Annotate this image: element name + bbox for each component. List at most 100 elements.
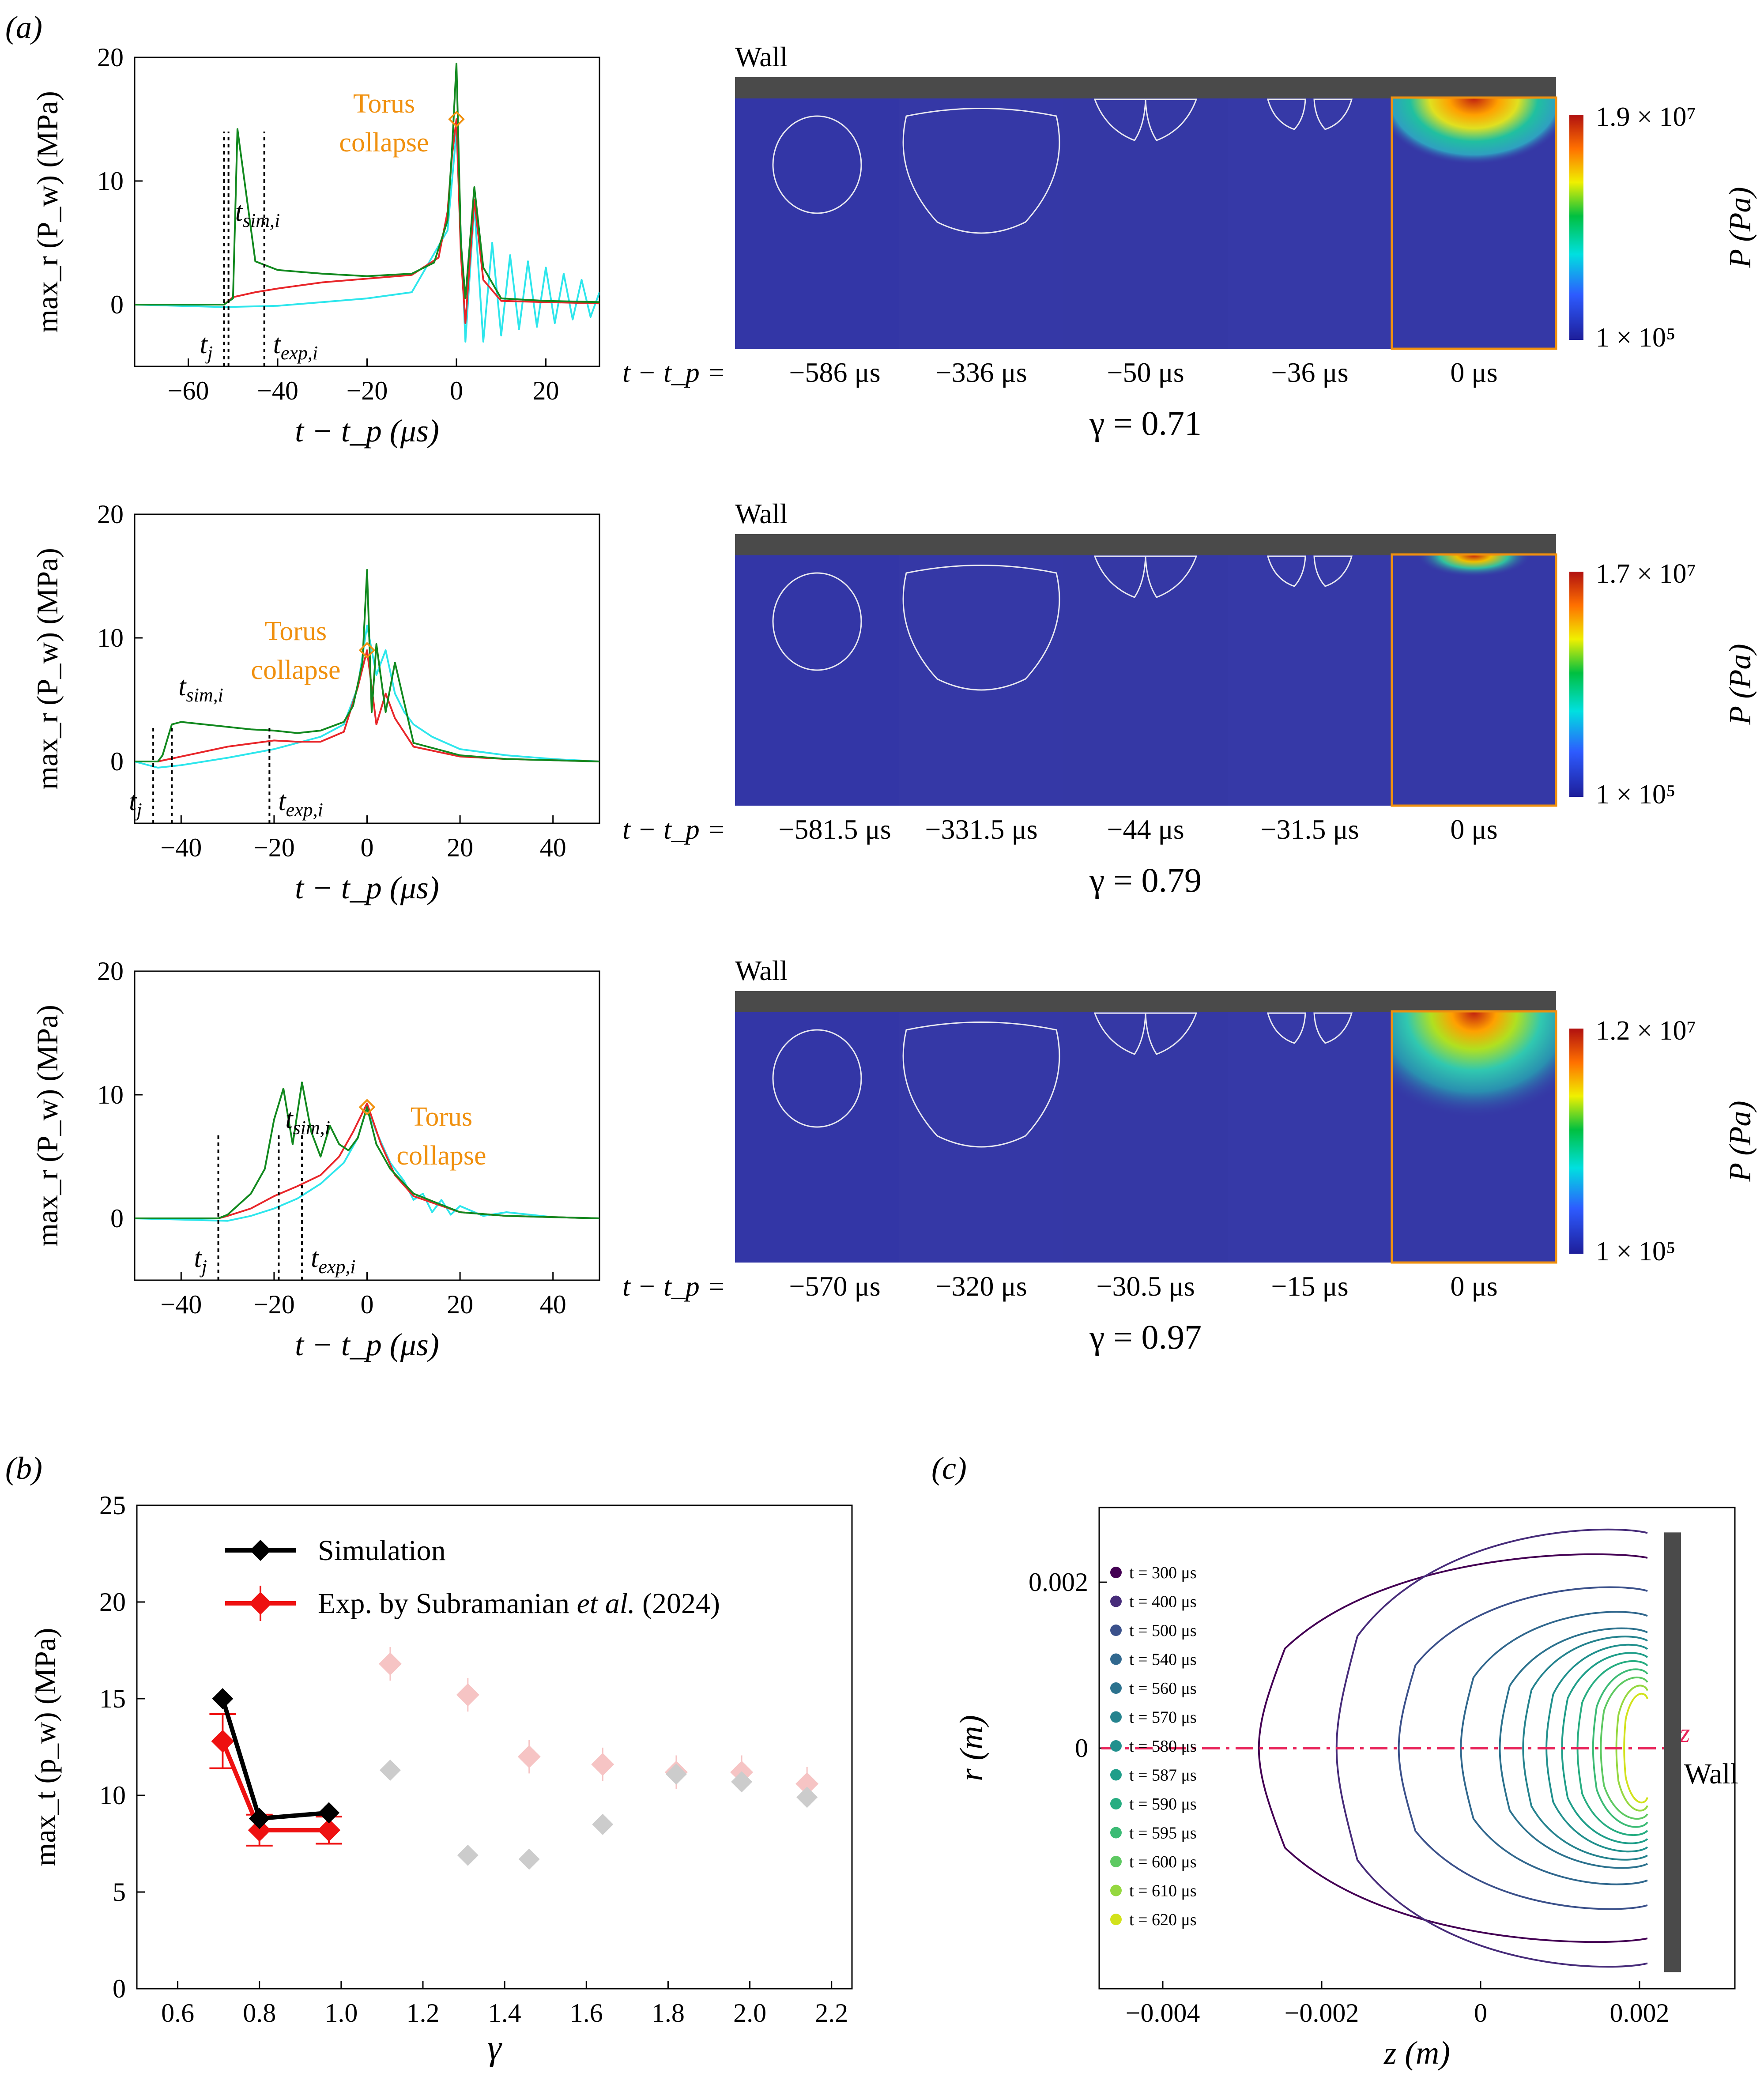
wall-bar [1664, 1532, 1681, 1972]
field-frame-3 [1063, 98, 1228, 349]
time-label-5: 0 μs [1450, 814, 1497, 845]
legend-label-4: t = 540 μs [1129, 1651, 1197, 1669]
time-prefix: t − t_p = [622, 814, 726, 845]
marker-t-sim: tsim,i [285, 1104, 330, 1138]
time-prefix: t − t_p = [622, 357, 726, 388]
reference-line [135, 1106, 599, 1222]
x-tick-label: 1.6 [570, 1998, 603, 2028]
torus-label: Torus [265, 616, 327, 646]
colorbar [1569, 572, 1583, 797]
x-tick-label: −0.004 [1126, 1998, 1200, 2028]
contour-13 [1623, 1692, 1648, 1804]
gamma-label: γ = 0.71 [1089, 404, 1202, 442]
faded-simulation-point [731, 1771, 753, 1793]
legend-experiment: Exp. by Subramanian et al. (2024) [318, 1587, 720, 1620]
legend-swatch-13 [1110, 1914, 1122, 1925]
panel-a: −60 −40 −20 0 20 0 10 20 max_r (P_w) (MPa) t − t_… [30, 41, 1757, 1362]
contour-3 [1398, 1586, 1648, 1910]
time-label-4: −15 μs [1271, 1270, 1348, 1302]
legend-simulation: Simulation [318, 1534, 446, 1567]
series-group [135, 569, 599, 769]
x-axis-label: t − t_p (μs) [295, 1327, 439, 1362]
colorbar-max: 1.9 × 10⁷ [1596, 102, 1696, 132]
marker-t-exp: texp,i [278, 786, 323, 821]
y-tick-label: 20 [99, 1587, 126, 1617]
time-label-3: −44 μs [1107, 814, 1184, 845]
panel-a-row-2: −40 −20 0 20 40 0 10 20 max_r (P_w) (MPa) t − t_p… [30, 498, 1757, 905]
faded-simulation-point [379, 1760, 401, 1781]
torus-collapse-marker [448, 111, 465, 128]
x-tick-label: 0.6 [161, 1998, 194, 2028]
colorbar-max: 1.2 × 10⁷ [1596, 1016, 1696, 1046]
field-frame-3 [1063, 555, 1228, 806]
torus-lobe-frame-4 [1267, 1012, 1306, 1044]
bubble-outline-frame-1 [772, 1029, 862, 1128]
pressure-hotspot [1392, 98, 1556, 209]
legend-label-8: t = 587 μs [1129, 1766, 1197, 1785]
bubble-outline-frame-1 [772, 572, 862, 671]
field-frame-4 [1228, 1012, 1392, 1263]
y-tick-label: 10 [99, 1781, 126, 1810]
x-axis-label: z (m) [1383, 2035, 1450, 2071]
y-tick-label: 15 [99, 1684, 126, 1713]
series-group [135, 63, 599, 343]
bubble-outline-frame-2 [902, 565, 1060, 691]
wall-bar [735, 77, 1556, 98]
y-axis-label: r (m) [954, 1715, 990, 1781]
simulation-line [220, 1698, 329, 1821]
y-tick-label: 0 [110, 747, 124, 776]
torus-lobe-frame-4 [1267, 555, 1306, 587]
y-tick-label: 20 [97, 957, 124, 986]
simulation-point [249, 1808, 270, 1829]
legend-label-5: t = 560 μs [1129, 1679, 1197, 1698]
y-axis-label: max_r (P_w) (MPa) [30, 548, 64, 790]
legend-swatch-9 [1110, 1798, 1122, 1809]
panel-label-b: (b) [5, 1451, 42, 1486]
marker-t-sim: tsim,i [235, 197, 280, 231]
marker-t-exp: texp,i [273, 329, 318, 364]
colorbar [1569, 1029, 1583, 1254]
x-tick-label: 1.2 [407, 1998, 440, 2028]
field-frame-4 [1228, 98, 1392, 349]
experiment-point [248, 1818, 271, 1842]
x-tick-label: −20 [253, 833, 295, 862]
torus-lobe-frame-4 [1313, 98, 1353, 130]
x-tick-label: −20 [253, 1290, 295, 1319]
wall-bar [735, 991, 1556, 1012]
x-tick-label: 20 [533, 376, 559, 405]
torus-lobe-frame-3 [1145, 555, 1198, 598]
highlight-frame [1391, 553, 1557, 807]
faded-simulation-point [592, 1813, 614, 1835]
experiment-line [135, 63, 599, 305]
y-tick-label: 10 [97, 166, 124, 196]
legend-label-6: t = 570 μs [1129, 1708, 1197, 1727]
x-tick-label: −40 [160, 1290, 202, 1319]
marker-t-j: tj [200, 329, 213, 364]
axis-z-label: z [1679, 1719, 1690, 1748]
colorbar [1569, 115, 1583, 340]
y-axis-label: max_r (P_w) (MPa) [30, 1005, 64, 1247]
marker-t-sim: tsim,i [178, 671, 223, 706]
collapse-label: collapse [251, 655, 340, 685]
time-label-1: −570 μs [789, 1270, 880, 1302]
time-label-2: −331.5 μs [925, 814, 1037, 845]
simulation-point [212, 1688, 234, 1709]
x-tick-label: −0.002 [1285, 1998, 1359, 2028]
bubble-outline-frame-2 [902, 1021, 1060, 1148]
bubble-outline-frame-2 [902, 108, 1060, 234]
legend-swatch-7 [1110, 1740, 1122, 1752]
time-label-4: −31.5 μs [1260, 814, 1359, 845]
time-label-1: −586 μs [789, 357, 880, 388]
contour-10 [1592, 1668, 1648, 1828]
field-frame-2 [899, 555, 1064, 806]
plot-frame [134, 513, 600, 824]
collapse-label: collapse [396, 1141, 486, 1171]
torus-label: Torus [353, 89, 415, 119]
panel-label-c: (c) [931, 1451, 967, 1486]
experiment-line [135, 569, 599, 762]
wall-bar [735, 534, 1556, 555]
legend-label-9: t = 590 μs [1129, 1795, 1197, 1813]
x-tick-label: 0 [450, 376, 463, 405]
field-frame-1 [735, 98, 900, 349]
faded-simulation-point [796, 1787, 818, 1808]
